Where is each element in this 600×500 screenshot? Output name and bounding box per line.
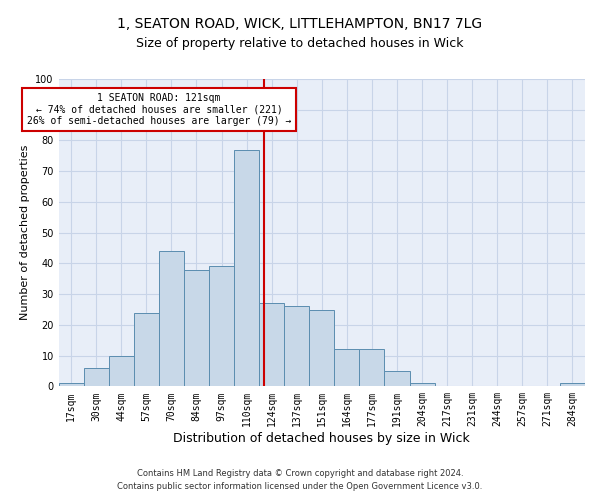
Text: 1, SEATON ROAD, WICK, LITTLEHAMPTON, BN17 7LG: 1, SEATON ROAD, WICK, LITTLEHAMPTON, BN1… <box>118 18 482 32</box>
Text: 1 SEATON ROAD: 121sqm
← 74% of detached houses are smaller (221)
26% of semi-det: 1 SEATON ROAD: 121sqm ← 74% of detached … <box>26 93 291 126</box>
Bar <box>385 371 410 386</box>
Bar <box>59 384 83 386</box>
Text: Size of property relative to detached houses in Wick: Size of property relative to detached ho… <box>136 38 464 51</box>
Y-axis label: Number of detached properties: Number of detached properties <box>20 145 30 320</box>
Bar <box>209 266 234 386</box>
Bar <box>109 356 134 386</box>
Bar <box>284 306 309 386</box>
Bar <box>83 368 109 386</box>
Bar <box>159 251 184 386</box>
Text: Contains HM Land Registry data © Crown copyright and database right 2024.: Contains HM Land Registry data © Crown c… <box>137 468 463 477</box>
Bar <box>560 384 585 386</box>
Text: Contains public sector information licensed under the Open Government Licence v3: Contains public sector information licen… <box>118 482 482 491</box>
Bar <box>309 310 334 386</box>
Bar <box>410 384 434 386</box>
Bar <box>234 150 259 386</box>
Bar <box>359 350 385 387</box>
Bar <box>134 312 159 386</box>
Bar <box>334 350 359 387</box>
Bar <box>259 304 284 386</box>
X-axis label: Distribution of detached houses by size in Wick: Distribution of detached houses by size … <box>173 432 470 445</box>
Bar <box>184 270 209 386</box>
